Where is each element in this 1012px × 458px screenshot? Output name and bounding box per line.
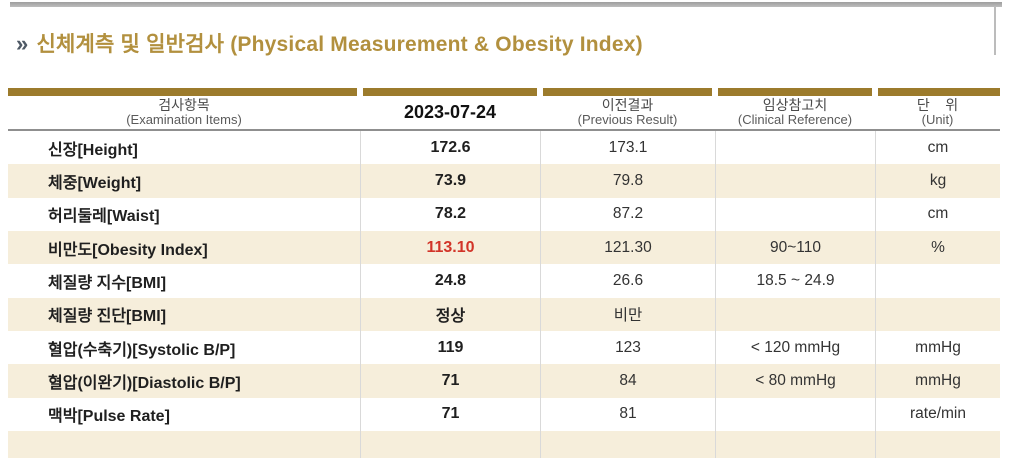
cell-clinical-reference bbox=[715, 431, 875, 458]
cell-unit: % bbox=[875, 231, 1000, 265]
gold-bar-segment bbox=[8, 88, 357, 96]
cell-unit: mmHg bbox=[875, 364, 1000, 398]
table-row: 체중[Weight] 73.9 79.8 kg bbox=[8, 164, 1000, 198]
gold-bar bbox=[8, 88, 1000, 96]
cell-current-result: 119 bbox=[360, 331, 540, 365]
page-title-text: 신체계측 및 일반검사 (Physical Measurement & Obes… bbox=[36, 33, 643, 56]
cell-previous-result: 121.30 bbox=[540, 231, 715, 265]
table-row: 신장[Height] 172.6 173.1 cm bbox=[8, 131, 1000, 165]
cell-current-result: 172.6 bbox=[360, 131, 540, 165]
header-reference-ko: 임상참고치 bbox=[762, 96, 828, 113]
cell-unit: rate/min bbox=[875, 397, 1000, 432]
cell-previous-result: 81 bbox=[540, 397, 715, 432]
header-date-label: 2023-07-24 bbox=[403, 102, 497, 123]
table-body: 신장[Height] 172.6 173.1 cm 체중[Weight] 73.… bbox=[8, 131, 1000, 458]
cell-previous-result: 123 bbox=[540, 331, 715, 365]
cell-previous-result bbox=[540, 431, 715, 458]
gold-bar-segment bbox=[543, 88, 712, 96]
cell-current-result: 73.9 bbox=[360, 164, 540, 198]
exam-table: 검사항목 (Examination Items) 2023-07-24 이전결과… bbox=[8, 88, 1000, 458]
cell-clinical-reference: < 80 mmHg bbox=[715, 364, 875, 398]
cell-previous-result: 비만 bbox=[540, 297, 715, 332]
header-previous-ko: 이전결과 bbox=[601, 96, 654, 113]
cell-clinical-reference bbox=[715, 197, 875, 232]
cell-current-result: 24.8 bbox=[360, 264, 540, 298]
cell-item: 맥박[Pulse Rate] bbox=[48, 408, 170, 426]
header-exam-items-ko: 검사항목 bbox=[158, 96, 210, 113]
cell-previous-result: 87.2 bbox=[540, 197, 715, 232]
cell-unit: kg bbox=[875, 164, 1000, 198]
cell-item: 신장[Height] bbox=[48, 141, 138, 159]
cell-unit bbox=[875, 297, 1000, 332]
cell-unit bbox=[875, 431, 1000, 458]
top-divider bbox=[10, 2, 1002, 7]
title-chevron-icon: » bbox=[16, 31, 29, 56]
header-cell-date: 2023-07-24 bbox=[360, 96, 540, 129]
cell-previous-result: 26.6 bbox=[540, 264, 715, 298]
table-row: 체질량 지수[BMI] 24.8 26.6 18.5 ~ 24.9 bbox=[8, 264, 1000, 298]
cell-unit: cm bbox=[875, 197, 1000, 232]
header-previous-en: (Previous Result) bbox=[577, 112, 678, 128]
header-cell-unit: 단 위 (Unit) bbox=[875, 96, 1000, 129]
table-row: 맥박[Pulse Rate] 71 81 rate/min bbox=[8, 397, 1000, 432]
cell-previous-result: 84 bbox=[540, 364, 715, 398]
cell-previous-result: 173.1 bbox=[540, 131, 715, 165]
cell-current-result: 71 bbox=[360, 364, 540, 398]
cell-current-result: 71 bbox=[360, 397, 540, 432]
cell-current-result: 113.10 bbox=[360, 231, 540, 265]
right-edge-line bbox=[994, 7, 996, 55]
gold-bar-segment bbox=[363, 88, 537, 96]
cell-clinical-reference: 90~110 bbox=[715, 231, 875, 265]
cell-clinical-reference bbox=[715, 164, 875, 198]
cell-item: 혈압(이완기)[Diastolic B/P] bbox=[48, 375, 241, 393]
table-row: 체질량 진단[BMI] 정상 비만 bbox=[8, 297, 1000, 332]
header-unit-en: (Unit) bbox=[921, 112, 954, 128]
table-row: 혈압(수축기)[Systolic B/P] 119 123 < 120 mmHg… bbox=[8, 331, 1000, 365]
cell-item: 체질량 진단[BMI] bbox=[48, 308, 167, 326]
cell-item: 혈압(수축기)[Systolic B/P] bbox=[48, 341, 236, 359]
gold-bar-segment bbox=[878, 88, 1000, 96]
table-row: 허리둘레[Waist] 78.2 87.2 cm bbox=[8, 197, 1000, 232]
cell-current-result bbox=[360, 431, 540, 458]
cell-item: 체질량 지수[BMI] bbox=[48, 275, 167, 293]
header-unit-ko: 단 위 bbox=[916, 96, 959, 113]
table-row bbox=[8, 431, 1000, 458]
cell-item: 허리둘레[Waist] bbox=[48, 208, 160, 226]
table-header: 검사항목 (Examination Items) 2023-07-24 이전결과… bbox=[8, 96, 1000, 131]
cell-clinical-reference bbox=[715, 131, 875, 165]
header-cell-exam-items: 검사항목 (Examination Items) bbox=[8, 96, 360, 129]
cell-item bbox=[8, 431, 360, 458]
header-exam-items-en: (Examination Items) bbox=[126, 112, 242, 128]
cell-clinical-reference bbox=[715, 397, 875, 432]
header-cell-previous-result: 이전결과 (Previous Result) bbox=[540, 96, 715, 129]
table-row: 비만도[Obesity Index] 113.10 121.30 90~110 … bbox=[8, 231, 1000, 265]
cell-current-result: 78.2 bbox=[360, 197, 540, 232]
header-reference-en: (Clinical Reference) bbox=[737, 112, 853, 128]
cell-previous-result: 79.8 bbox=[540, 164, 715, 198]
page-title: » 신체계측 및 일반검사 (Physical Measurement & Obe… bbox=[16, 28, 996, 58]
cell-clinical-reference bbox=[715, 297, 875, 332]
cell-unit: mmHg bbox=[875, 331, 1000, 365]
table-row: 혈압(이완기)[Diastolic B/P] 71 84 < 80 mmHg m… bbox=[8, 364, 1000, 398]
cell-unit bbox=[875, 264, 1000, 298]
cell-clinical-reference: 18.5 ~ 24.9 bbox=[715, 264, 875, 298]
cell-item: 비만도[Obesity Index] bbox=[48, 241, 208, 259]
cell-clinical-reference: < 120 mmHg bbox=[715, 331, 875, 365]
cell-current-result: 정상 bbox=[360, 297, 540, 332]
cell-item: 체중[Weight] bbox=[48, 175, 142, 193]
header-cell-clinical-reference: 임상참고치 (Clinical Reference) bbox=[715, 96, 875, 129]
cell-unit: cm bbox=[875, 131, 1000, 165]
gold-bar-segment bbox=[718, 88, 872, 96]
